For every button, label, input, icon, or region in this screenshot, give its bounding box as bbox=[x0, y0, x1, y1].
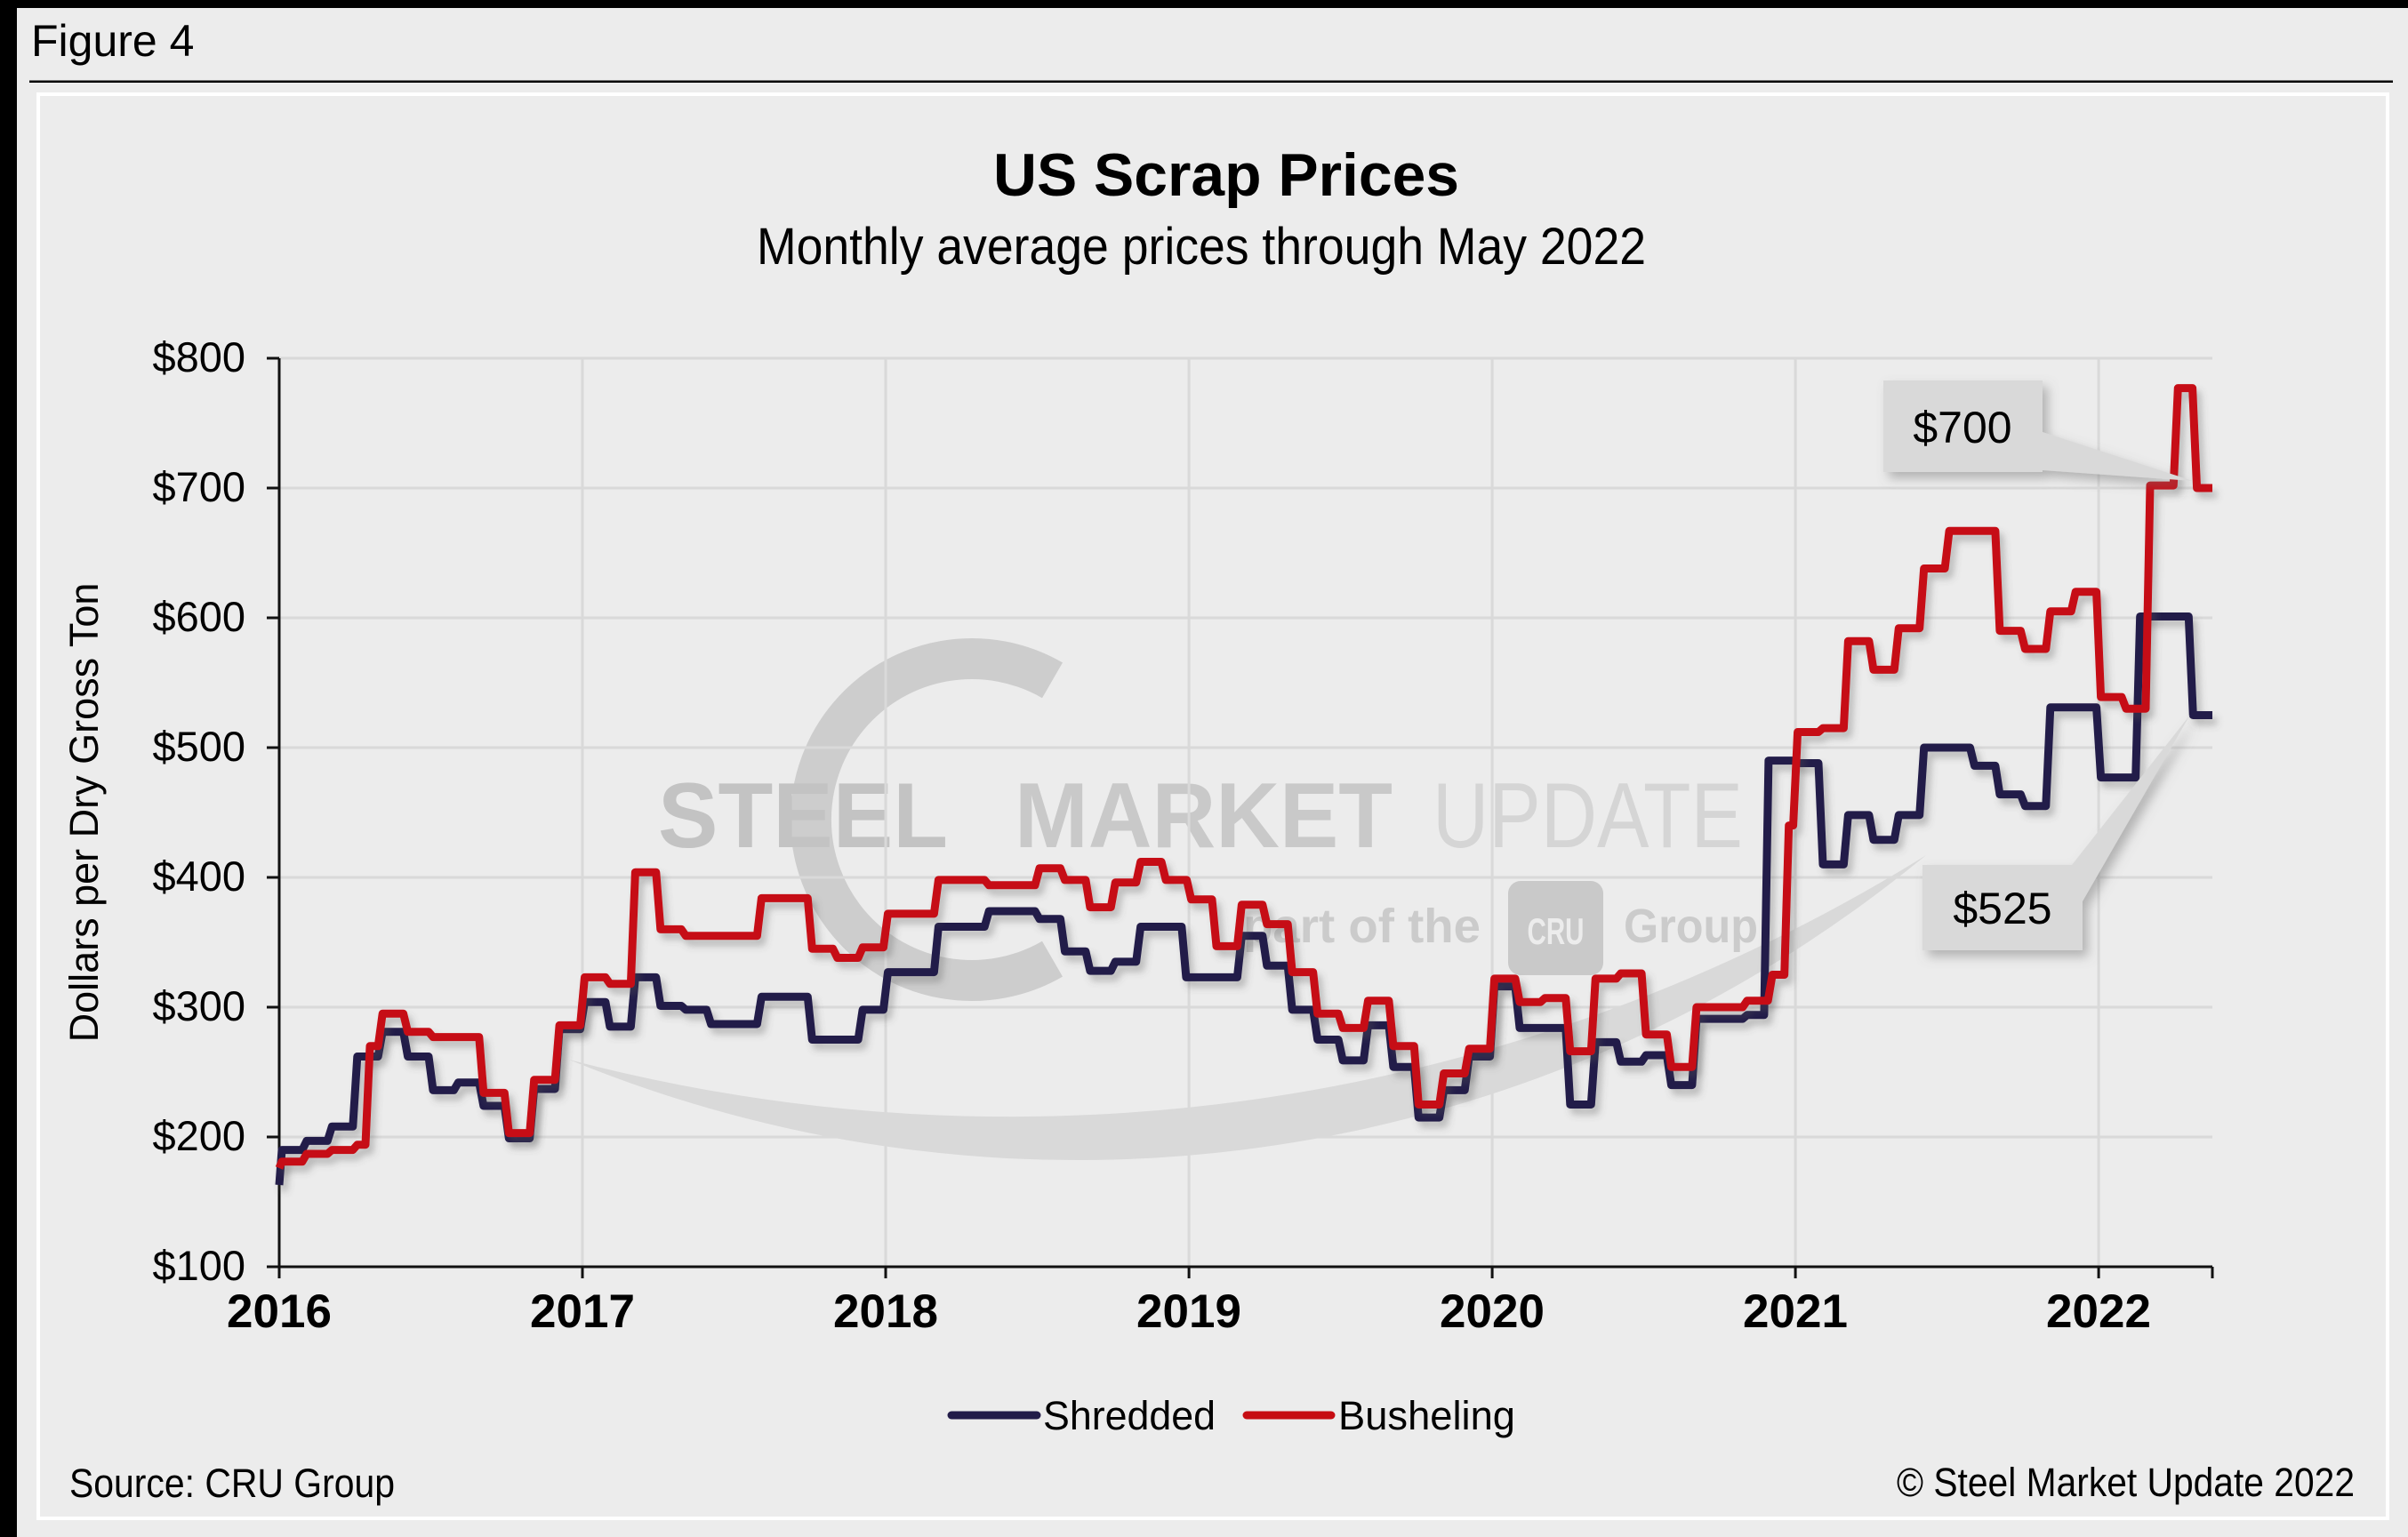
svg-text:Dollars per Dry Gross Ton: Dollars per Dry Gross Ton bbox=[61, 583, 107, 1043]
svg-text:CRU: CRU bbox=[1528, 910, 1585, 952]
svg-text:2019: 2019 bbox=[1136, 1285, 1241, 1338]
svg-text:2016: 2016 bbox=[227, 1285, 332, 1338]
svg-text:$700: $700 bbox=[1913, 403, 2011, 452]
svg-text:$200: $200 bbox=[152, 1112, 245, 1159]
svg-text:$500: $500 bbox=[152, 723, 245, 770]
svg-text:Group: Group bbox=[1624, 900, 1758, 953]
svg-text:2022: 2022 bbox=[2046, 1285, 2151, 1338]
svg-text:$600: $600 bbox=[152, 593, 245, 640]
svg-text:UPDATE: UPDATE bbox=[1433, 764, 1743, 868]
svg-text:© Steel Market Update 2022: © Steel Market Update 2022 bbox=[1897, 1460, 2355, 1505]
svg-text:2017: 2017 bbox=[530, 1285, 635, 1338]
svg-text:2021: 2021 bbox=[1743, 1285, 1848, 1338]
svg-text:$525: $525 bbox=[1953, 884, 2051, 933]
svg-text:2018: 2018 bbox=[833, 1285, 938, 1338]
svg-text:Figure 4: Figure 4 bbox=[31, 16, 194, 66]
svg-text:Monthly average prices through: Monthly average prices through May 2022 bbox=[757, 218, 1646, 276]
svg-text:Source: CRU Group: Source: CRU Group bbox=[69, 1461, 395, 1506]
svg-text:Busheling: Busheling bbox=[1338, 1393, 1515, 1438]
svg-text:2020: 2020 bbox=[1440, 1285, 1545, 1338]
svg-text:$100: $100 bbox=[152, 1242, 245, 1289]
svg-text:STEEL: STEEL bbox=[658, 764, 948, 868]
svg-text:US Scrap Prices: US Scrap Prices bbox=[993, 141, 1459, 209]
svg-text:Shredded: Shredded bbox=[1043, 1393, 1216, 1438]
svg-text:$700: $700 bbox=[152, 463, 245, 510]
svg-text:MARKET: MARKET bbox=[1015, 764, 1393, 868]
svg-text:$400: $400 bbox=[152, 853, 245, 900]
svg-text:$800: $800 bbox=[152, 333, 245, 380]
svg-text:$300: $300 bbox=[152, 982, 245, 1029]
